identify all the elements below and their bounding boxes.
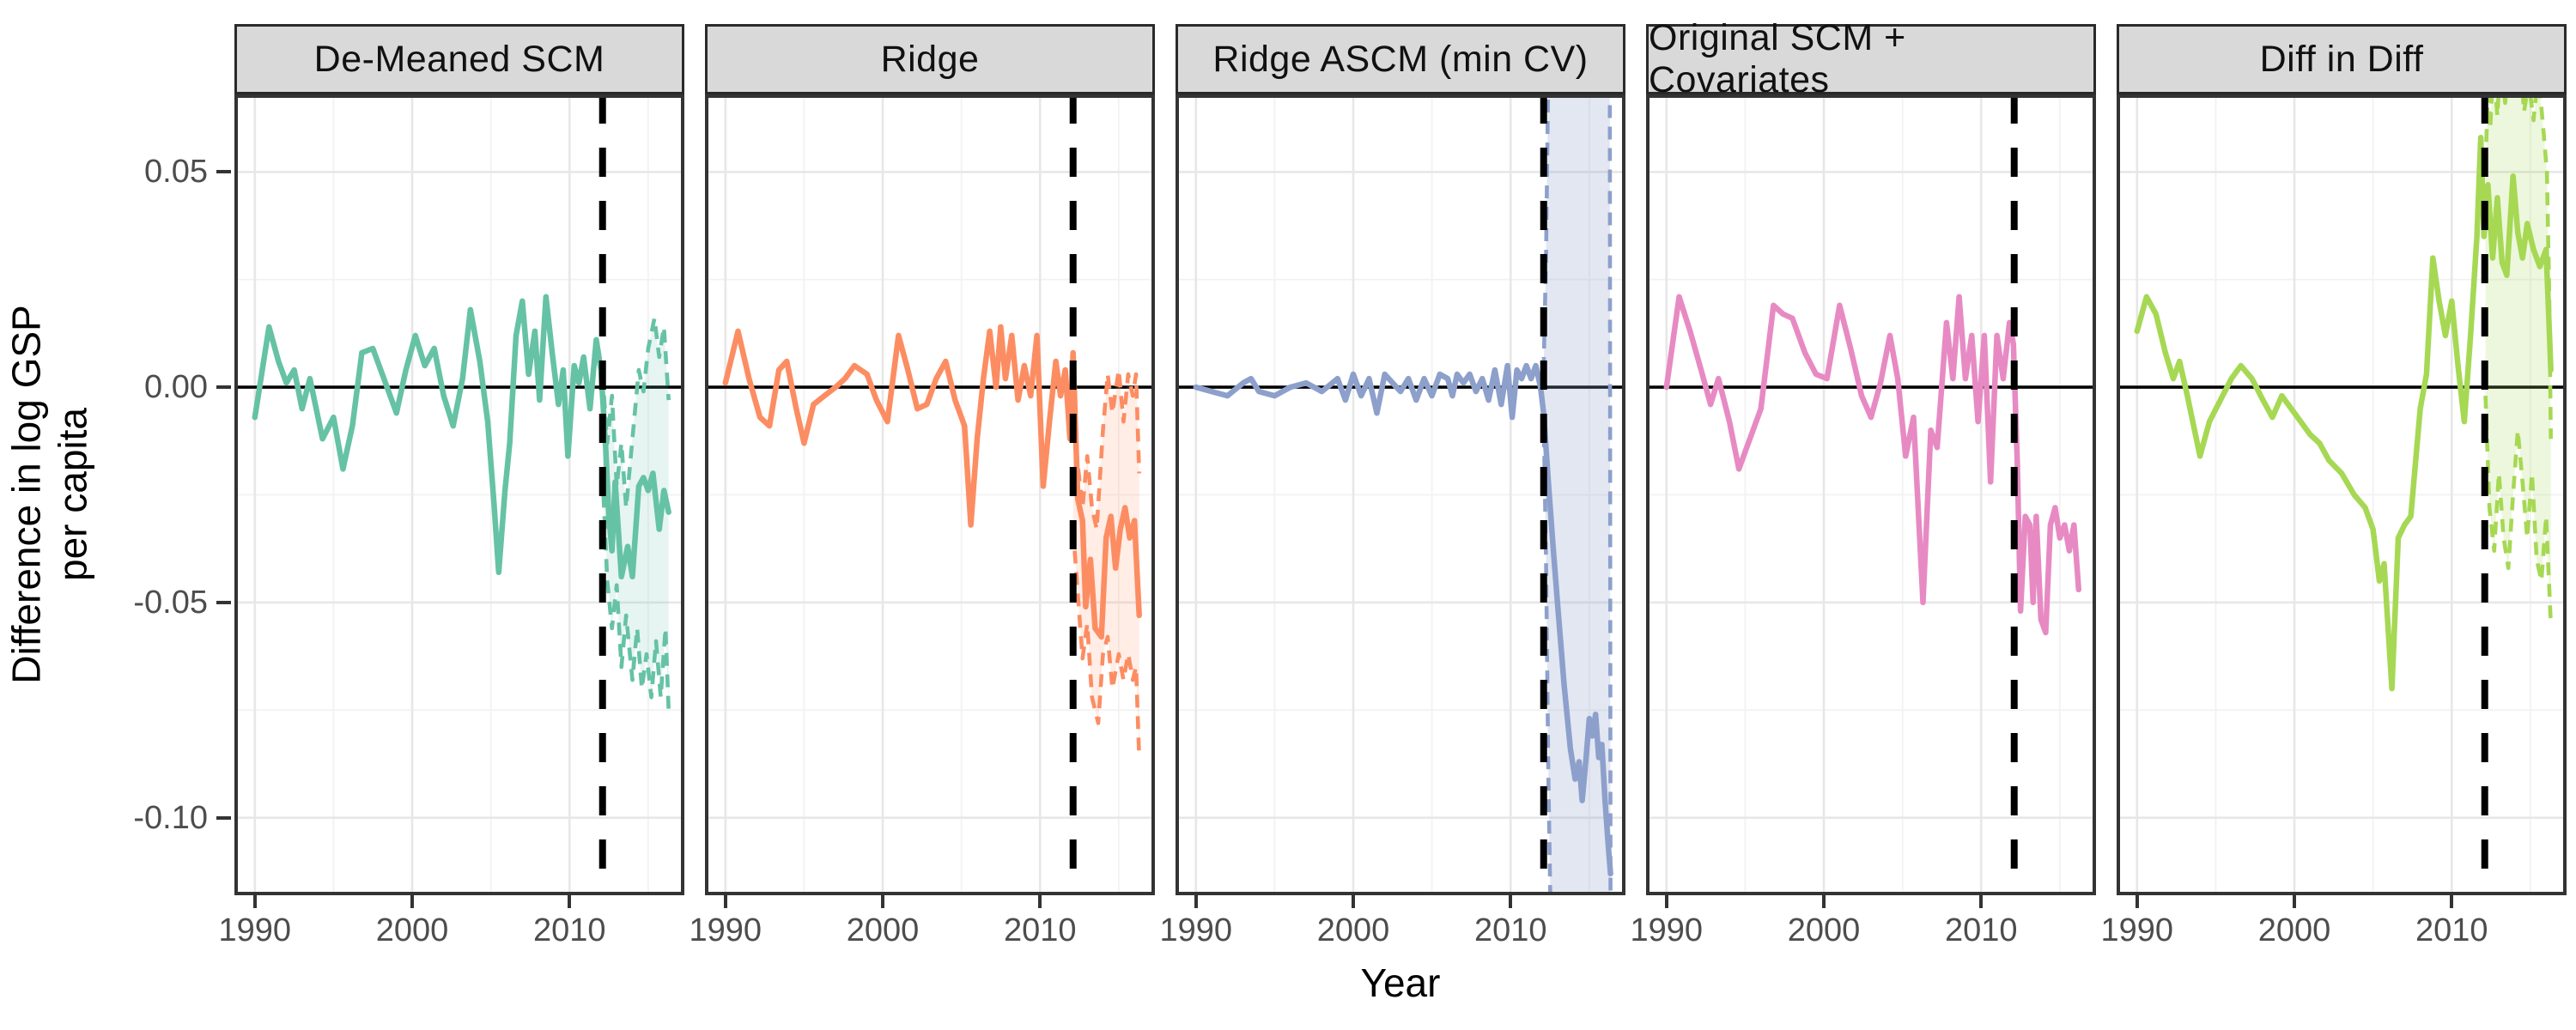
panel-border	[1646, 94, 2096, 895]
y-axis: 0.05 0.00 -0.05 -0.10	[0, 94, 234, 895]
y-tick-label: -0.05	[133, 584, 208, 621]
x-axis-ticks: 1990 2000 2010	[1631, 895, 2096, 960]
ci-lower-line	[2483, 396, 2553, 625]
estimate-line	[252, 294, 671, 580]
x-tick-label: 2010	[2415, 912, 2488, 948]
x-tick-mark	[568, 895, 572, 908]
confidence-ribbon	[1543, 94, 1611, 895]
panel-border	[1176, 94, 1625, 895]
ci-lower-line	[1071, 529, 1141, 758]
x-tick-mark	[1979, 895, 1984, 908]
x-tick-label: 2010	[532, 912, 606, 948]
x-tick-label: 2010	[1944, 912, 2018, 948]
facet-plot-ridge-ascm	[1176, 94, 1625, 895]
facet-plot-ridge	[705, 94, 1155, 895]
facet-panel-diff-in-diff: Diff in Diff 1990 2000 2010	[2101, 24, 2567, 960]
ci-upper-line	[2483, 94, 2553, 439]
x-tick-label: 1990	[689, 912, 762, 948]
x-tick-label: 2010	[1003, 912, 1077, 948]
estimate-line	[722, 324, 1142, 640]
facet-panel-de-meaned-scm: De-Meaned SCM 1990 2000 2010	[219, 24, 684, 960]
y-tick-mark	[216, 385, 231, 390]
estimate-line	[1663, 294, 2082, 636]
y-tick-label: -0.10	[133, 799, 208, 836]
facet-strip-label: De-Meaned SCM	[234, 24, 684, 94]
estimate-line	[2134, 134, 2554, 692]
facet-panel-ridge-ascm: Ridge ASCM (min CV) 1990 2000 2010	[1160, 24, 1625, 960]
ci-upper-line	[600, 316, 671, 510]
x-tick-label: 2000	[1316, 912, 1390, 948]
x-tick-mark	[252, 895, 257, 908]
x-tick-mark	[2450, 895, 2454, 908]
facet-panel-ridge: Ridge 1990 2000 2010	[690, 24, 1155, 960]
x-tick-label: 2000	[1787, 912, 1861, 948]
x-tick-mark	[1038, 895, 1042, 908]
x-axis-ticks: 1990 2000 2010	[2101, 895, 2567, 960]
facet-strip-label: Original SCM + Covariates	[1646, 17, 2096, 100]
panel-border	[705, 94, 1155, 895]
facet-plot-original-scm-covariates	[1646, 94, 2096, 895]
x-tick-mark	[881, 895, 885, 908]
x-tick-label: 1990	[1159, 912, 1233, 948]
x-tick-mark	[410, 895, 415, 908]
y-tick-label: 0.05	[144, 154, 208, 191]
x-tick-mark	[723, 895, 727, 908]
x-axis-ticks: 1990 2000 2010	[690, 895, 1155, 960]
x-tick-label: 2000	[2257, 912, 2331, 948]
facet-strip-label: Diff in Diff	[2117, 24, 2567, 94]
x-tick-label: 1990	[218, 912, 292, 948]
y-tick-mark	[216, 600, 231, 604]
ci-lower-line	[1541, 413, 1552, 895]
panel-border	[234, 94, 684, 895]
x-tick-label: 2000	[846, 912, 920, 948]
x-axis-ticks: 1990 2000 2010	[219, 895, 684, 960]
ci-upper-line	[1071, 367, 1141, 531]
facet-plot-de-meaned-scm	[234, 94, 684, 895]
x-tick-mark	[1352, 895, 1356, 908]
panel-border	[2117, 94, 2567, 895]
x-tick-mark	[1509, 895, 1513, 908]
x-tick-label: 1990	[1630, 912, 1704, 948]
x-tick-label: 1990	[2100, 912, 2174, 948]
x-tick-mark	[2135, 895, 2139, 908]
y-tick-mark	[216, 170, 231, 174]
x-tick-label: 2010	[1473, 912, 1547, 948]
x-tick-label: 2000	[375, 912, 449, 948]
y-tick-mark	[216, 815, 231, 820]
facet-strip-label: Ridge	[705, 24, 1155, 94]
y-tick-label: 0.00	[144, 369, 208, 406]
estimate-line	[1193, 362, 1613, 877]
x-tick-mark	[2293, 895, 2297, 908]
facet-panel-original-scm-covariates: Original SCM + Covariates 1990 2000 2010	[1631, 17, 2096, 960]
x-axis-title: Year	[1360, 960, 1441, 1005]
x-axis-ticks: 1990 2000 2010	[1160, 895, 1625, 960]
facet-strip-label: Ridge ASCM (min CV)	[1176, 24, 1625, 94]
facet-plot-diff-in-diff	[2117, 94, 2567, 895]
x-tick-mark	[1194, 895, 1198, 908]
x-tick-mark	[1822, 895, 1826, 908]
x-tick-mark	[1664, 895, 1668, 908]
